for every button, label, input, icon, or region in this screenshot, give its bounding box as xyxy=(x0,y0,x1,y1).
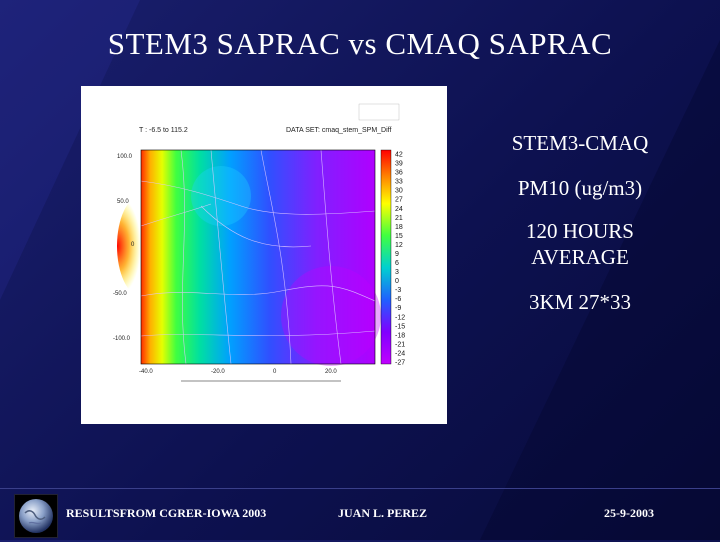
colorbar-label: 3 xyxy=(395,269,399,276)
colorbar-label: 39 xyxy=(395,161,403,168)
colorbar-label: 30 xyxy=(395,188,403,195)
colorbar-label: -15 xyxy=(395,323,405,330)
y-tick-label: 50.0 xyxy=(117,199,129,205)
side-line-model: STEM3-CMAQ xyxy=(511,131,649,155)
x-tick-label: 20.0 xyxy=(325,369,337,375)
y-tick-label: -100.0 xyxy=(113,336,131,342)
colorbar-label: 12 xyxy=(395,242,403,249)
colorbar-label: -21 xyxy=(395,341,405,348)
map-range-label: T : -6.5 to 115.2 xyxy=(139,127,188,134)
colorbar-label: 18 xyxy=(395,224,403,231)
map-field xyxy=(117,149,381,366)
slide-title: STEM3 SAPRAC vs CMAQ SAPRAC xyxy=(107,26,613,61)
colorbar-label: 42 xyxy=(395,152,403,159)
colorbar-label: 27 xyxy=(395,197,403,204)
side-line-duration: 120 HOURS AVERAGE xyxy=(526,219,634,269)
footer-date: 25-9-2003 xyxy=(604,506,654,520)
footer-author: JUAN L. PEREZ xyxy=(338,506,428,520)
side-line-grid: 3KM 27*33 xyxy=(528,290,632,314)
globe-logo xyxy=(14,494,58,538)
colorbar-label: 6 xyxy=(395,260,399,267)
colorbar-label: 15 xyxy=(395,233,403,240)
x-axis: -40.0 -20.0 0 20.0 xyxy=(139,369,341,382)
colorbar-label: -24 xyxy=(395,351,405,358)
colorbar-label: -9 xyxy=(395,305,401,312)
colorbar: 42393633302724211815129630-3-6-9-12-15-1… xyxy=(380,149,405,367)
colorbar-label: -18 xyxy=(395,332,405,339)
pm10-difference-map: T : -6.5 to 115.2 DATA SET: cmaq_stem_SP… xyxy=(81,86,447,424)
footer-source: RESULTSFROM CGRER-IOWA 2003 xyxy=(66,506,267,520)
colorbar-label: -3 xyxy=(395,287,401,294)
colorbar-label: 21 xyxy=(395,215,403,222)
y-tick-label: 100.0 xyxy=(117,154,133,160)
map-dataset-label: DATA SET: cmaq_stem_SPM_Diff xyxy=(286,127,391,134)
footer-divider xyxy=(0,488,720,489)
x-tick-label: -20.0 xyxy=(211,369,225,375)
colorbar-label: 9 xyxy=(395,251,399,258)
map-logo xyxy=(358,103,400,121)
colorbar-label: 36 xyxy=(395,170,403,177)
y-tick-label: 0 xyxy=(131,242,135,248)
colorbar-label: -12 xyxy=(395,314,405,321)
x-tick-label: 0 xyxy=(273,369,277,375)
y-axis: 100.0 50.0 0 -50.0 -100.0 xyxy=(113,154,135,342)
colorbar-label: 0 xyxy=(395,278,399,285)
colorbar-label: -6 xyxy=(395,296,401,303)
colorbar-label: 33 xyxy=(395,179,403,186)
side-line-pollutant: PM10 (ug/m3) xyxy=(517,176,643,200)
x-tick-label: -40.0 xyxy=(139,369,153,375)
y-tick-label: -50.0 xyxy=(113,291,127,297)
colorbar-label: -27 xyxy=(395,360,405,367)
colorbar-label: 24 xyxy=(395,206,403,213)
